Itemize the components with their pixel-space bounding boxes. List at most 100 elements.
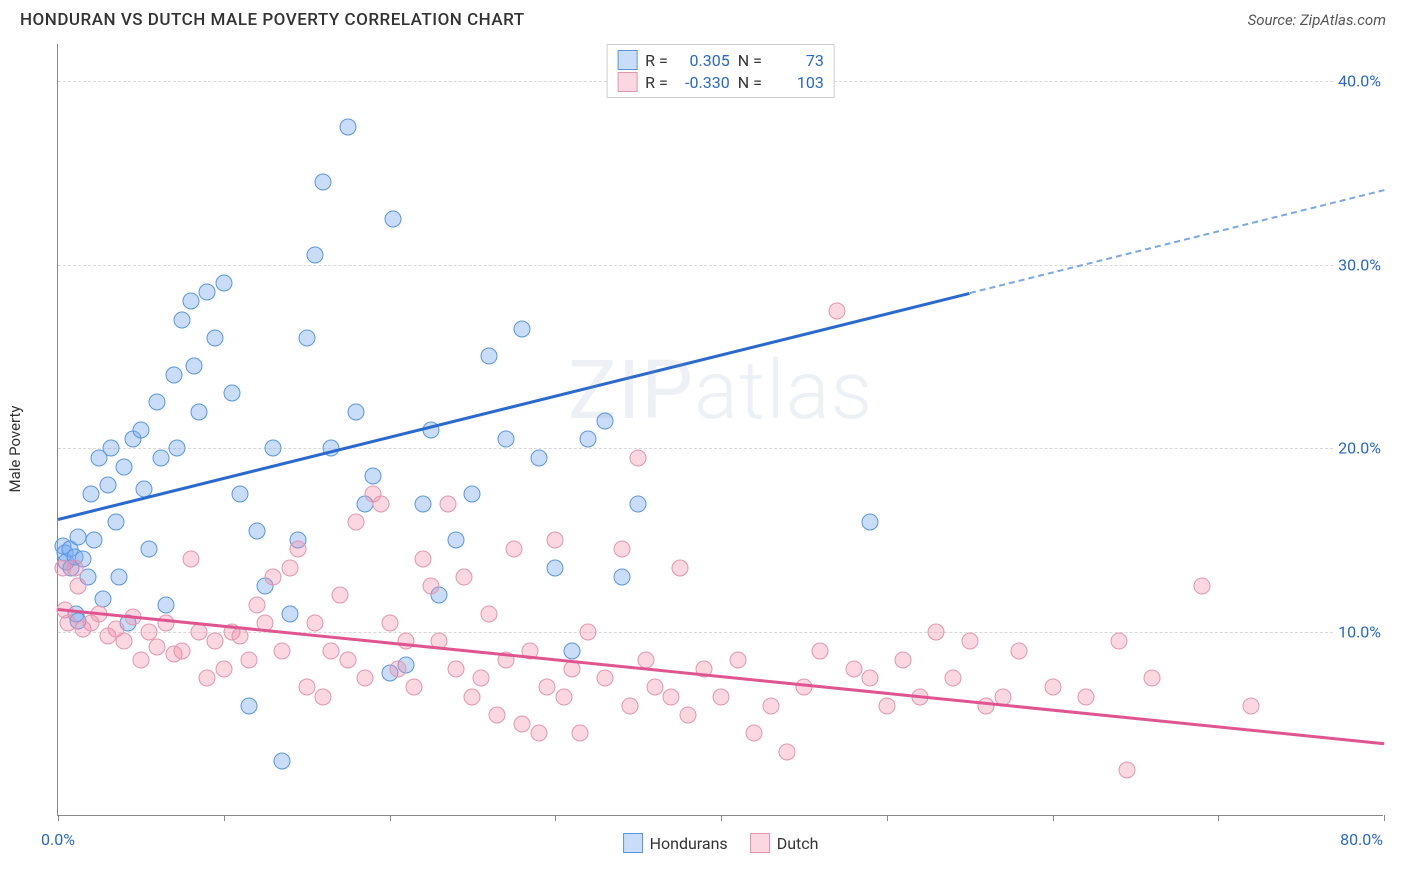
x-tick-label: 0.0% bbox=[41, 830, 75, 849]
scatter-point bbox=[729, 651, 746, 668]
n-value: 73 bbox=[770, 51, 824, 70]
watermark: ZIPatlas bbox=[568, 343, 873, 439]
series-name: Hondurans bbox=[650, 834, 728, 853]
scatter-point bbox=[472, 670, 489, 687]
n-label: N = bbox=[738, 51, 762, 70]
scatter-point bbox=[199, 670, 216, 687]
scatter-point bbox=[265, 569, 282, 586]
scatter-point bbox=[572, 725, 589, 742]
x-tick bbox=[1384, 815, 1385, 821]
scatter-point bbox=[713, 688, 730, 705]
scatter-point bbox=[464, 688, 481, 705]
scatter-point bbox=[671, 559, 688, 576]
scatter-point bbox=[182, 550, 199, 567]
scatter-point bbox=[132, 651, 149, 668]
n-label: N = bbox=[738, 73, 762, 92]
y-tick-label: 40.0% bbox=[1334, 71, 1385, 90]
n-value: 103 bbox=[770, 73, 824, 92]
scatter-point bbox=[185, 357, 202, 374]
legend-swatch bbox=[617, 50, 637, 70]
trendline bbox=[58, 608, 1384, 745]
scatter-point bbox=[340, 651, 357, 668]
stats-legend-row: R =-0.330N =103 bbox=[617, 71, 824, 93]
scatter-point bbox=[315, 688, 332, 705]
y-axis-label: Male Poverty bbox=[6, 406, 24, 493]
scatter-point bbox=[199, 284, 216, 301]
scatter-point bbox=[621, 697, 638, 714]
scatter-point bbox=[315, 173, 332, 190]
scatter-point bbox=[174, 642, 191, 659]
scatter-point bbox=[207, 633, 224, 650]
stats-legend-row: R =0.305N =73 bbox=[617, 49, 824, 71]
scatter-point bbox=[1044, 679, 1061, 696]
scatter-point bbox=[373, 495, 390, 512]
scatter-point bbox=[149, 394, 166, 411]
scatter-point bbox=[248, 523, 265, 540]
scatter-point bbox=[103, 440, 120, 457]
trendline-extrapolated bbox=[969, 189, 1384, 294]
x-tick bbox=[887, 815, 888, 821]
scatter-point bbox=[505, 541, 522, 558]
scatter-point bbox=[514, 320, 531, 337]
scatter-point bbox=[1011, 642, 1028, 659]
r-label: R = bbox=[645, 51, 668, 70]
chart-container: Male Poverty ZIPatlas R =0.305N =73R =-0… bbox=[45, 44, 1395, 854]
x-tick bbox=[58, 815, 59, 821]
scatter-point bbox=[83, 486, 100, 503]
series-name: Dutch bbox=[777, 834, 819, 853]
scatter-point bbox=[596, 670, 613, 687]
scatter-point bbox=[240, 697, 257, 714]
scatter-point bbox=[862, 513, 879, 530]
scatter-point bbox=[273, 752, 290, 769]
scatter-point bbox=[514, 716, 531, 733]
scatter-point bbox=[248, 596, 265, 613]
scatter-point bbox=[215, 274, 232, 291]
scatter-point bbox=[779, 743, 796, 760]
scatter-point bbox=[480, 605, 497, 622]
scatter-point bbox=[282, 559, 299, 576]
x-tick bbox=[1053, 815, 1054, 821]
scatter-point bbox=[298, 679, 315, 696]
x-tick bbox=[390, 815, 391, 821]
scatter-point bbox=[306, 615, 323, 632]
scatter-point bbox=[99, 477, 116, 494]
scatter-point bbox=[290, 541, 307, 558]
scatter-point bbox=[414, 550, 431, 567]
scatter-point bbox=[298, 330, 315, 347]
scatter-point bbox=[646, 679, 663, 696]
scatter-point bbox=[389, 660, 406, 677]
source-attribution: Source: ZipAtlas.com bbox=[1248, 11, 1386, 29]
y-tick-label: 30.0% bbox=[1334, 255, 1385, 274]
scatter-point bbox=[422, 578, 439, 595]
scatter-point bbox=[273, 642, 290, 659]
scatter-point bbox=[538, 679, 555, 696]
y-tick-label: 10.0% bbox=[1334, 623, 1385, 642]
scatter-point bbox=[215, 660, 232, 677]
scatter-point bbox=[157, 596, 174, 613]
scatter-point bbox=[1077, 688, 1094, 705]
scatter-point bbox=[795, 679, 812, 696]
scatter-point bbox=[224, 385, 241, 402]
scatter-point bbox=[1243, 697, 1260, 714]
scatter-point bbox=[232, 486, 249, 503]
scatter-point bbox=[464, 486, 481, 503]
scatter-point bbox=[679, 706, 696, 723]
scatter-point bbox=[663, 688, 680, 705]
scatter-point bbox=[638, 651, 655, 668]
x-tick bbox=[721, 815, 722, 821]
scatter-point bbox=[182, 293, 199, 310]
scatter-point bbox=[580, 431, 597, 448]
scatter-point bbox=[69, 528, 86, 545]
scatter-point bbox=[480, 348, 497, 365]
scatter-point bbox=[207, 330, 224, 347]
scatter-point bbox=[348, 403, 365, 420]
scatter-point bbox=[406, 679, 423, 696]
scatter-point bbox=[497, 431, 514, 448]
scatter-point bbox=[108, 513, 125, 530]
gridline bbox=[58, 632, 1383, 633]
scatter-point bbox=[812, 642, 829, 659]
scatter-point bbox=[414, 495, 431, 512]
scatter-point bbox=[596, 412, 613, 429]
scatter-point bbox=[829, 302, 846, 319]
scatter-point bbox=[166, 366, 183, 383]
